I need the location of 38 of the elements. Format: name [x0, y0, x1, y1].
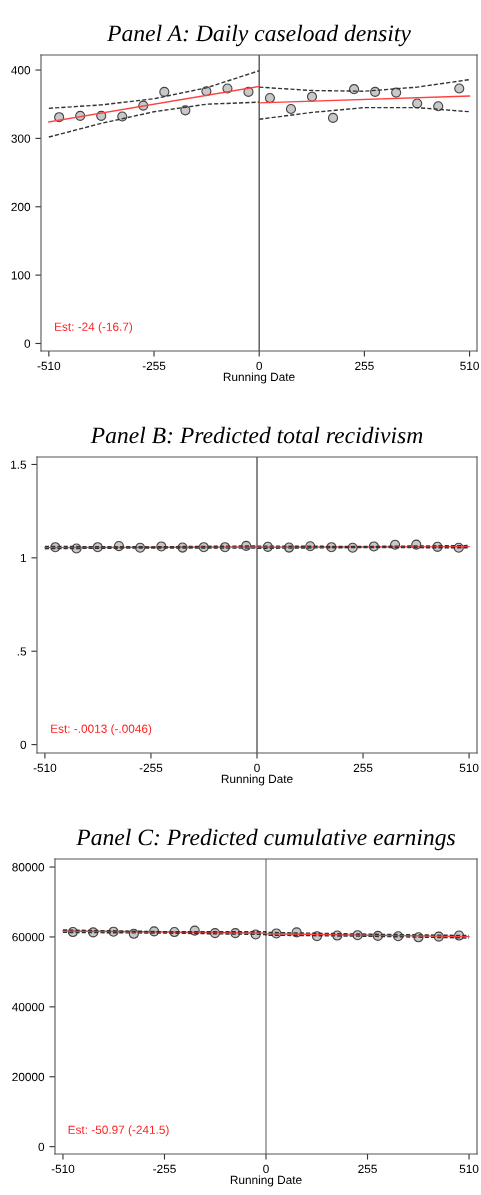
- chart-title: Panel A: Daily caseload density: [106, 24, 411, 47]
- x-tick-label: 510: [459, 1164, 479, 1174]
- y-tick-label: 40000: [12, 1002, 45, 1012]
- x-axis-title: Running Date: [221, 774, 293, 786]
- chart-title: Panel C: Predicted cumulative earnings: [76, 828, 455, 851]
- y-tick-label: 1.5: [11, 460, 27, 469]
- x-axis-title: Running Date: [223, 372, 295, 384]
- y-tick-label: 200: [11, 202, 31, 212]
- x-tick-label: 255: [355, 361, 374, 371]
- annotation: Est: -24 (-16.7): [55, 322, 133, 334]
- x-tick-label: 0: [256, 361, 263, 371]
- y-tick-label: 300: [11, 134, 31, 143]
- x-tick-label: -255: [139, 763, 163, 773]
- y-tick-label: 80000: [12, 863, 45, 872]
- y-tick-label: 0: [24, 339, 31, 348]
- y-tick-label: 20000: [12, 1072, 45, 1082]
- y-tick-label: 60000: [12, 932, 45, 942]
- x-tick-label: 0: [254, 763, 260, 773]
- x-tick-label: -255: [153, 1164, 176, 1174]
- x-tick-label: -510: [51, 1164, 75, 1174]
- y-tick-label: 100: [11, 271, 31, 280]
- x-tick-label: -510: [37, 361, 61, 371]
- y-tick-label: 400: [11, 66, 31, 75]
- x-tick-label: 255: [353, 763, 373, 773]
- x-tick-label: -510: [33, 763, 57, 773]
- y-tick-label: .5: [17, 647, 27, 656]
- x-tick-label: 510: [459, 763, 479, 773]
- x-tick-label: 0: [263, 1164, 269, 1174]
- x-tick-label: 255: [358, 1164, 377, 1174]
- annotation: Est: -.0013 (-.0046): [51, 724, 152, 736]
- x-tick-label: -255: [142, 361, 166, 371]
- y-tick-label: 0: [20, 740, 27, 749]
- y-tick-label: 1: [20, 554, 27, 563]
- chart-title: Panel B: Predicted total recidivism: [90, 426, 423, 444]
- annotation: Est: -50.97 (-241.5): [68, 1125, 169, 1137]
- y-tick-label: 0: [38, 1142, 45, 1152]
- x-axis-title: Running Date: [230, 1175, 302, 1187]
- x-tick-label: 510: [460, 361, 479, 371]
